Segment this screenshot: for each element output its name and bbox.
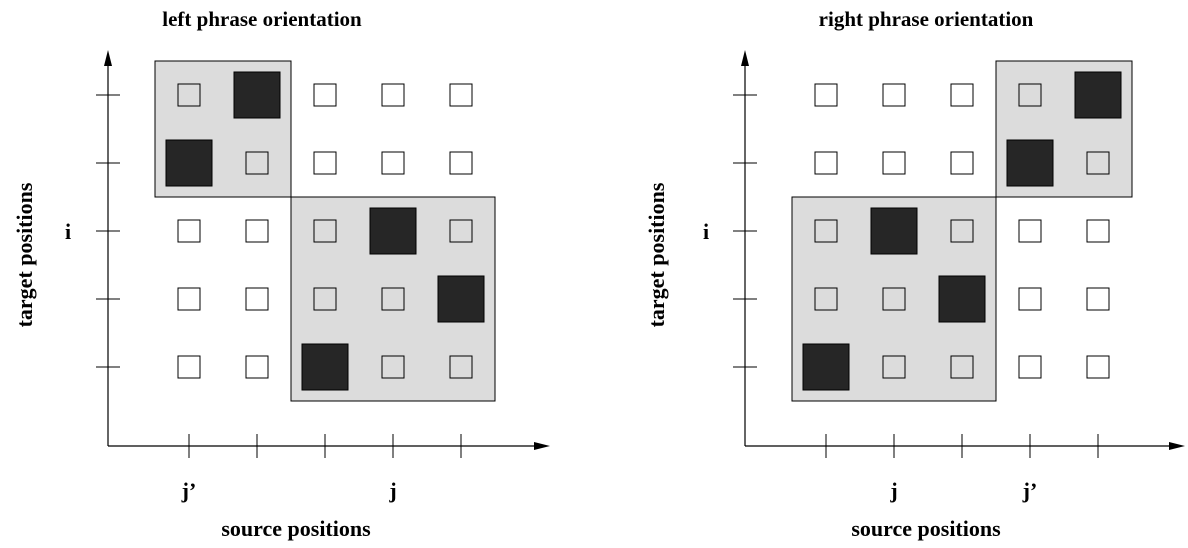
- grid-cell: [950, 219, 974, 243]
- grid-cell: [814, 219, 838, 243]
- grid-cell: [313, 151, 337, 175]
- grid-cell: [1086, 151, 1110, 175]
- x-tick-label: j’: [1022, 478, 1038, 503]
- x-axis-arrow-icon: [1169, 442, 1185, 450]
- alignment-point: [1006, 139, 1054, 187]
- grid-cell: [245, 219, 269, 243]
- y-axis-label: target positions: [12, 182, 37, 327]
- alignment-point: [165, 139, 213, 187]
- grid-cell: [381, 355, 405, 379]
- grid-cell: [950, 355, 974, 379]
- panel-title: left phrase orientation: [162, 7, 362, 31]
- grid-cell: [381, 287, 405, 311]
- grid-cell: [882, 83, 906, 107]
- grid-cell: [950, 83, 974, 107]
- grid-cell: [1018, 83, 1042, 107]
- grid-cell: [814, 83, 838, 107]
- alignment-point: [870, 207, 918, 255]
- grid-cell: [1086, 355, 1110, 379]
- grid-cell: [1018, 355, 1042, 379]
- grid-cell: [449, 83, 473, 107]
- grid-cell: [245, 287, 269, 311]
- grid-cell: [882, 287, 906, 311]
- grid-cell: [177, 287, 201, 311]
- grid-cell: [1018, 287, 1042, 311]
- grid-cell: [814, 151, 838, 175]
- grid-cell: [381, 151, 405, 175]
- x-axis-arrow-icon: [534, 442, 550, 450]
- y-tick-label: i: [65, 219, 71, 244]
- grid-cell: [1086, 219, 1110, 243]
- grid-cell: [177, 355, 201, 379]
- y-tick-label: i: [703, 219, 709, 244]
- alignment-point: [938, 275, 986, 323]
- grid-cell: [313, 83, 337, 107]
- alignment-point: [233, 71, 281, 119]
- alignment-point: [301, 343, 349, 391]
- grid-cell: [1018, 219, 1042, 243]
- left-phrase-orientation-panel: j’ j i left phrase orientation source positi…: [12, 7, 550, 541]
- grid-cell: [950, 151, 974, 175]
- x-tick-label: j’: [181, 478, 197, 503]
- grid-cell: [882, 355, 906, 379]
- grid-cell: [814, 287, 838, 311]
- y-axis-arrow-icon: [104, 50, 112, 66]
- grid-cell: [449, 219, 473, 243]
- alignment-point: [437, 275, 485, 323]
- x-axis-label: source positions: [221, 516, 371, 541]
- x-axis-label: source positions: [851, 516, 1001, 541]
- grid-cell: [1086, 287, 1110, 311]
- alignment-point: [369, 207, 417, 255]
- grid-cell: [882, 151, 906, 175]
- grid-cell: [313, 219, 337, 243]
- alignment-point: [802, 343, 850, 391]
- grid-cell: [245, 355, 269, 379]
- x-tick-label: j: [889, 478, 897, 503]
- grid-cell: [449, 355, 473, 379]
- x-tick-label: j: [388, 478, 396, 503]
- grid-cell: [245, 151, 269, 175]
- grid-cell: [449, 151, 473, 175]
- right-phrase-orientation-panel: j j’ i right phrase orientation source posit…: [644, 7, 1185, 541]
- alignment-point: [1074, 71, 1122, 119]
- panel-title: right phrase orientation: [819, 7, 1034, 31]
- grid-cell: [313, 287, 337, 311]
- grid-cell: [381, 83, 405, 107]
- grid-cell: [177, 83, 201, 107]
- y-axis-arrow-icon: [741, 50, 749, 66]
- grid-cell: [177, 219, 201, 243]
- y-axis-label: target positions: [644, 182, 669, 327]
